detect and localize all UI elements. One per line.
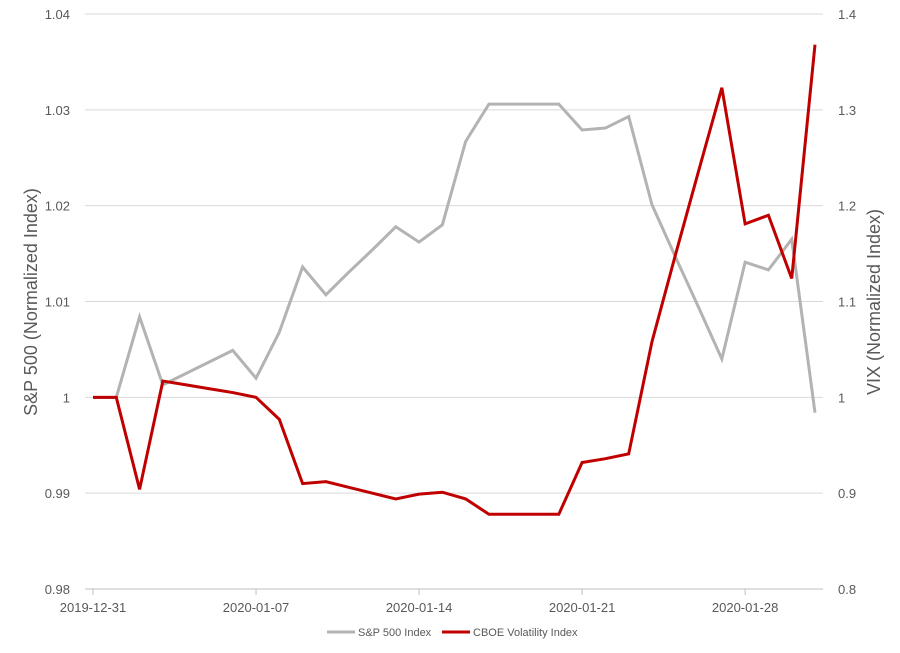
x-tick-label: 2020-01-07 bbox=[223, 600, 290, 615]
x-tick-label: 2020-01-21 bbox=[549, 600, 616, 615]
y-axis-left: 0.98 0.99 1 1.01 1.02 1.03 1.04 bbox=[45, 7, 70, 597]
y-left-tick-label: 0.99 bbox=[45, 486, 70, 501]
y-right-tick-label: 0.9 bbox=[838, 486, 856, 501]
y-axis-left-title: S&P 500 (Normalized Index) bbox=[21, 188, 41, 416]
y-right-tick-label: 1 bbox=[838, 390, 845, 405]
series-line-vix bbox=[93, 44, 817, 516]
y-right-tick-label: 1.1 bbox=[838, 295, 856, 310]
series-lines bbox=[93, 44, 817, 516]
y-right-tick-label: 1.4 bbox=[838, 7, 856, 22]
legend: S&P 500 Index CBOE Volatility Index bbox=[327, 627, 578, 639]
legend-label: CBOE Volatility Index bbox=[473, 627, 578, 639]
y-left-tick-label: 1.02 bbox=[45, 199, 70, 214]
y-right-tick-label: 1.3 bbox=[838, 103, 856, 118]
y-left-tick-label: 1.01 bbox=[45, 295, 70, 310]
y-left-tick-label: 1.03 bbox=[45, 103, 70, 118]
x-tick-label: 2020-01-14 bbox=[386, 600, 453, 615]
x-axis: 2019-12-31 2020-01-07 2020-01-14 2020-01-21… bbox=[60, 588, 823, 615]
y-left-tick-label: 0.98 bbox=[45, 582, 70, 597]
gridlines bbox=[85, 13, 823, 590]
x-tick-label: 2019-12-31 bbox=[60, 600, 127, 615]
y-left-tick-label: 1.04 bbox=[45, 7, 70, 22]
x-tick-label: 2020-01-28 bbox=[712, 600, 779, 615]
y-right-tick-label: 1.2 bbox=[838, 199, 856, 214]
y-axis-right: 0.8 0.9 1 1.1 1.2 1.3 1.4 bbox=[838, 7, 856, 597]
legend-label: S&P 500 Index bbox=[358, 627, 432, 639]
series-line-sp500 bbox=[93, 102, 817, 413]
y-right-tick-label: 0.8 bbox=[838, 582, 856, 597]
y-left-tick-label: 1 bbox=[63, 390, 70, 405]
y-axis-right-title: VIX (Normalized Index) bbox=[864, 209, 884, 395]
